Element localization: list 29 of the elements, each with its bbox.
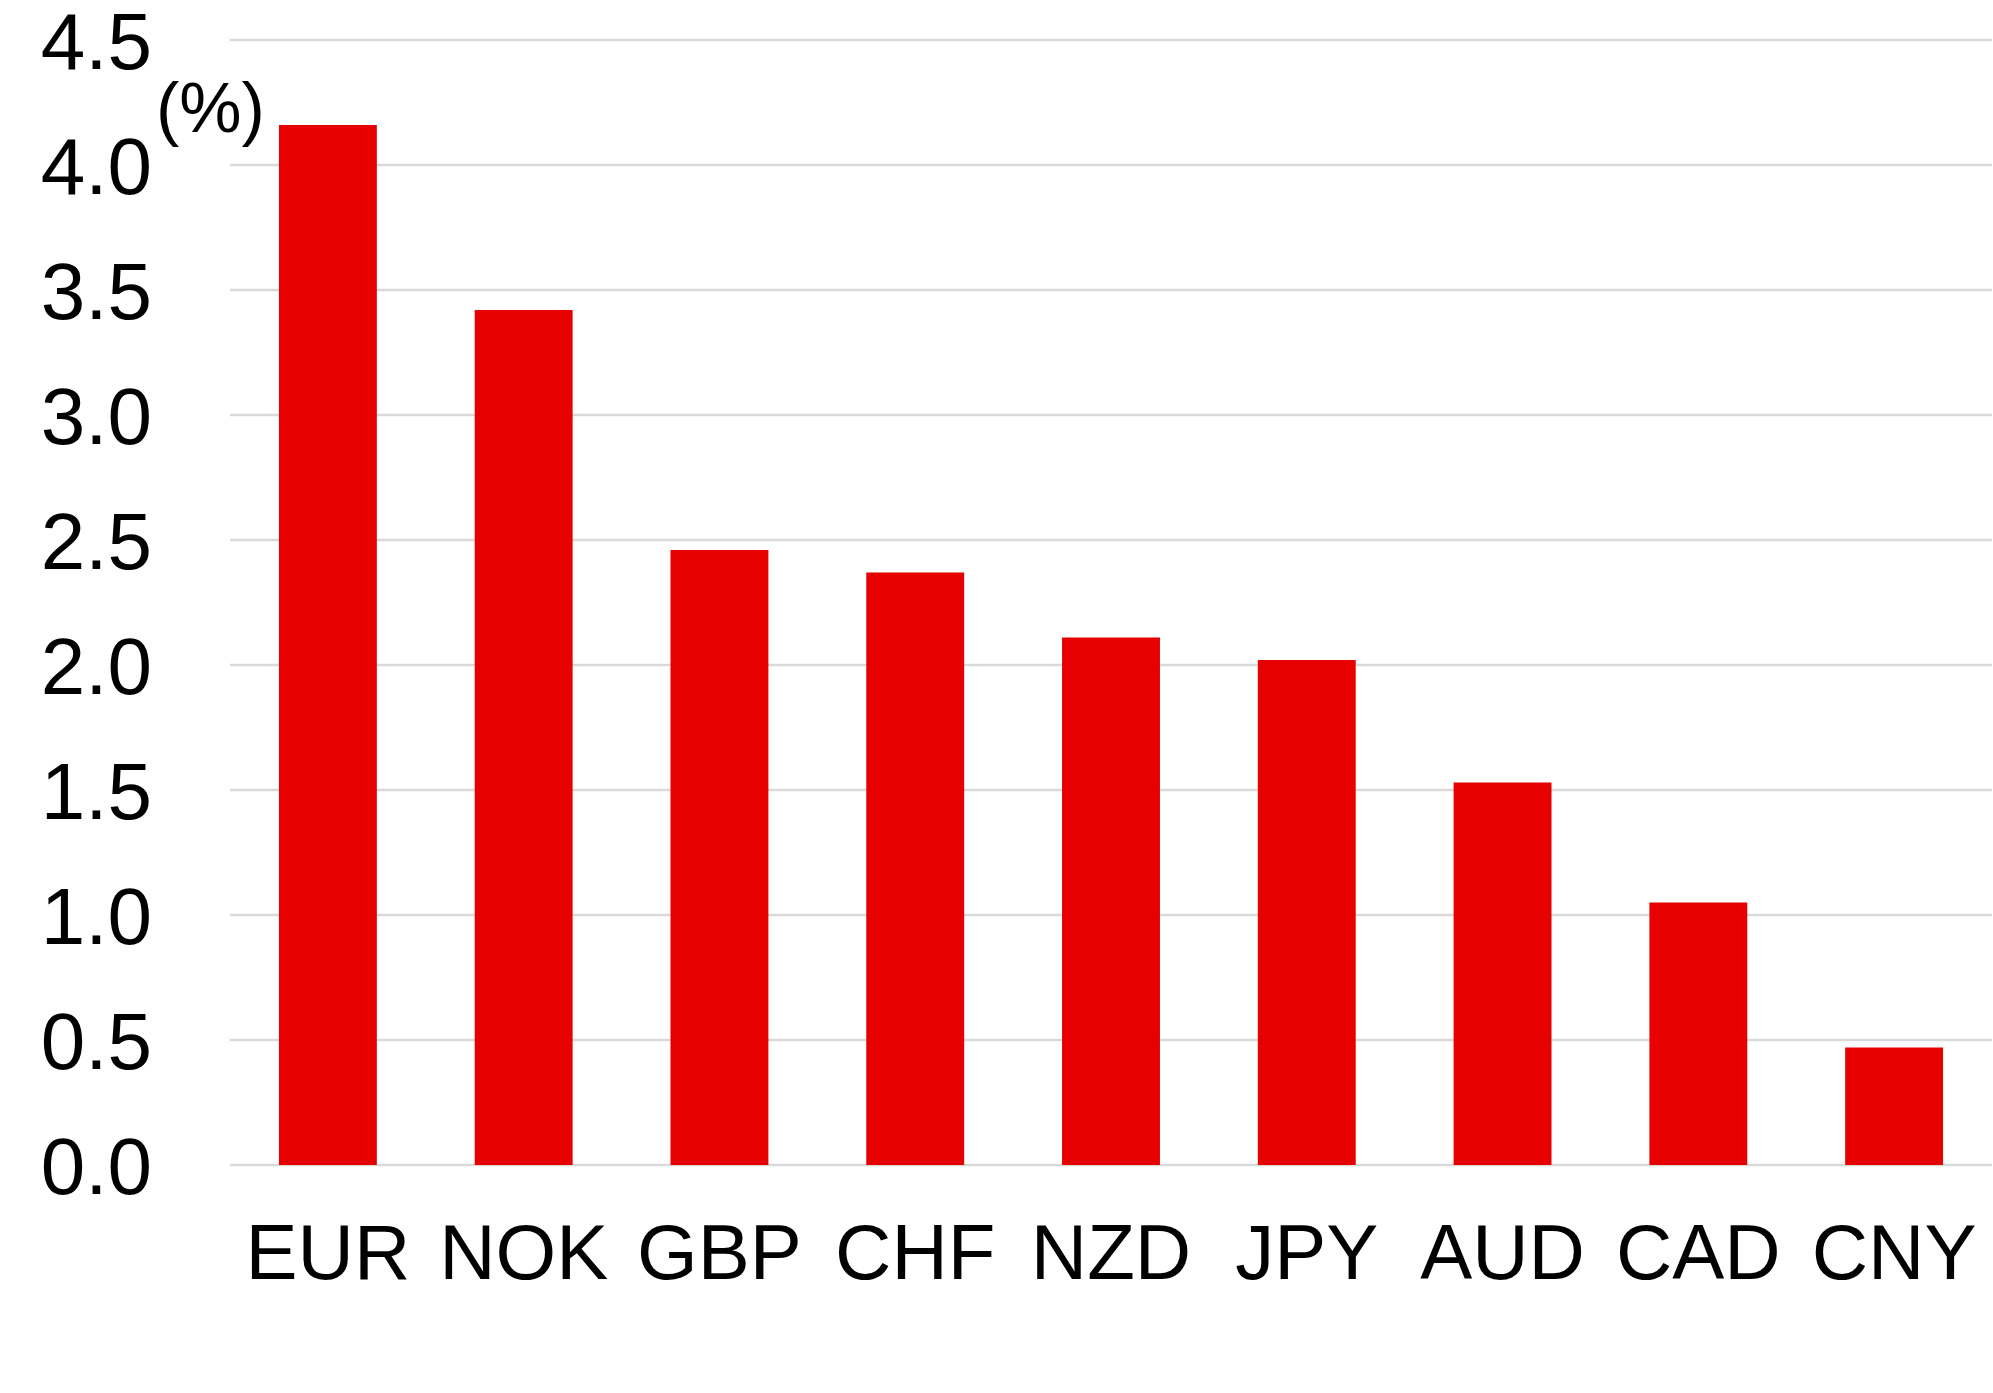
x-tick-label: JPY xyxy=(1235,1208,1379,1297)
x-tick-label: NOK xyxy=(439,1208,609,1297)
x-tick-label: EUR xyxy=(245,1208,411,1297)
bar xyxy=(1845,1047,1944,1165)
y-tick-label: 2.0 xyxy=(40,621,152,711)
bar xyxy=(278,125,377,1165)
x-tick-label: CNY xyxy=(1811,1208,1977,1297)
y-tick-label: 3.5 xyxy=(40,246,152,336)
x-tick-label: CHF xyxy=(835,1208,996,1297)
bar xyxy=(670,550,769,1165)
bar xyxy=(1453,782,1552,1165)
bar xyxy=(474,310,573,1165)
x-tick-label: AUD xyxy=(1420,1208,1585,1297)
y-tick-label: 3.0 xyxy=(40,371,152,461)
y-tick-label: 1.0 xyxy=(40,871,152,961)
y-tick-label: 0.0 xyxy=(40,1121,152,1211)
bar xyxy=(866,572,965,1165)
y-tick-label: 1.5 xyxy=(40,746,152,836)
bar xyxy=(1257,660,1356,1165)
y-tick-label: 4.5 xyxy=(40,0,152,86)
x-tick-label: CAD xyxy=(1615,1208,1781,1297)
x-tick-label: NZD xyxy=(1030,1208,1192,1297)
y-axis-title: (%) xyxy=(156,68,265,147)
y-tick-label: 2.5 xyxy=(40,496,152,586)
bar xyxy=(1649,902,1748,1165)
y-tick-label: 0.5 xyxy=(40,996,152,1086)
x-tick-label: GBP xyxy=(637,1208,802,1297)
bar xyxy=(1062,637,1160,1165)
y-tick-label: 4.0 xyxy=(40,121,152,211)
